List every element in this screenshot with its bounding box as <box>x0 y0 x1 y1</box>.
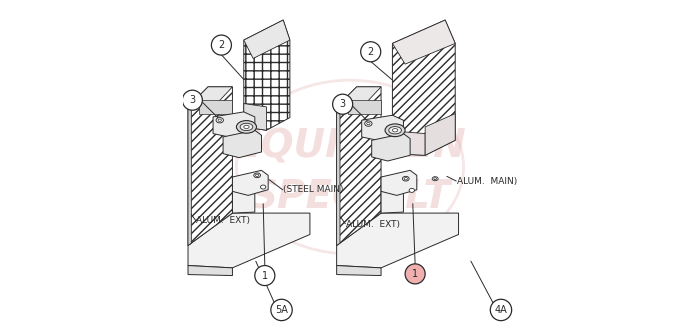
Polygon shape <box>381 190 403 213</box>
Circle shape <box>490 299 512 321</box>
Text: 3: 3 <box>189 95 195 105</box>
Polygon shape <box>188 213 310 268</box>
Ellipse shape <box>244 125 249 129</box>
Text: ALUM.  EXT): ALUM. EXT) <box>196 216 250 225</box>
Polygon shape <box>372 134 410 161</box>
Text: 1: 1 <box>262 271 268 281</box>
Polygon shape <box>337 87 381 245</box>
Polygon shape <box>337 87 381 107</box>
Ellipse shape <box>434 178 437 180</box>
Polygon shape <box>337 266 381 276</box>
Text: 5A: 5A <box>275 305 288 315</box>
Ellipse shape <box>404 178 407 180</box>
Polygon shape <box>337 213 458 268</box>
Polygon shape <box>244 104 267 130</box>
Circle shape <box>405 264 425 284</box>
Ellipse shape <box>367 123 370 125</box>
Polygon shape <box>362 115 403 142</box>
Text: ALUM.  EXT): ALUM. EXT) <box>346 220 400 229</box>
Ellipse shape <box>432 177 438 181</box>
Ellipse shape <box>365 121 372 126</box>
Text: (STEEL MAIN): (STEEL MAIN) <box>284 185 344 194</box>
Circle shape <box>271 299 292 321</box>
Ellipse shape <box>237 121 256 133</box>
Polygon shape <box>393 20 455 64</box>
Polygon shape <box>188 87 232 245</box>
Polygon shape <box>393 20 455 155</box>
Ellipse shape <box>389 127 401 134</box>
Polygon shape <box>348 100 381 114</box>
Polygon shape <box>381 170 416 195</box>
Polygon shape <box>244 20 290 130</box>
Polygon shape <box>199 100 232 114</box>
Polygon shape <box>188 104 191 245</box>
Ellipse shape <box>254 173 260 178</box>
Circle shape <box>332 94 353 114</box>
Polygon shape <box>188 266 232 276</box>
Text: SPECIALT: SPECIALT <box>249 178 451 216</box>
Ellipse shape <box>385 124 405 137</box>
Text: ALUM.  MAIN): ALUM. MAIN) <box>457 177 517 186</box>
Circle shape <box>211 35 232 55</box>
Polygon shape <box>223 130 262 158</box>
Text: 2: 2 <box>368 47 374 57</box>
Text: 2: 2 <box>218 40 225 50</box>
Ellipse shape <box>393 129 398 132</box>
Circle shape <box>255 266 275 286</box>
Ellipse shape <box>218 119 221 122</box>
Circle shape <box>360 42 381 62</box>
Ellipse shape <box>260 185 266 189</box>
Text: EQUIPMEN: EQUIPMEN <box>234 128 466 166</box>
Polygon shape <box>188 87 232 107</box>
Polygon shape <box>425 114 455 155</box>
Ellipse shape <box>216 118 223 123</box>
Ellipse shape <box>240 123 253 131</box>
Polygon shape <box>232 190 255 213</box>
Ellipse shape <box>402 176 409 181</box>
Text: 1: 1 <box>412 269 418 279</box>
Text: 4A: 4A <box>495 305 508 315</box>
Polygon shape <box>337 104 340 245</box>
Text: 3: 3 <box>340 99 346 109</box>
Polygon shape <box>244 20 290 58</box>
Ellipse shape <box>256 174 259 177</box>
Polygon shape <box>393 131 425 155</box>
Polygon shape <box>232 170 268 195</box>
Polygon shape <box>213 112 255 139</box>
Ellipse shape <box>409 188 414 192</box>
Circle shape <box>182 90 202 110</box>
